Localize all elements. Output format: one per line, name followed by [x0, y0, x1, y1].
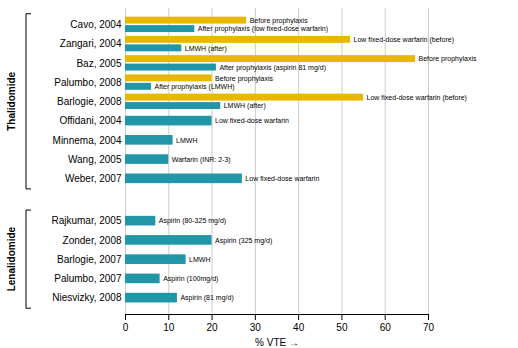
- svg-text:70: 70: [423, 322, 435, 333]
- svg-text:LMWH (after): LMWH (after): [185, 45, 227, 53]
- svg-text:Barlogie, 2008: Barlogie, 2008: [57, 96, 122, 107]
- svg-text:After prophylaxis (LMWH): After prophylaxis (LMWH): [154, 83, 234, 91]
- svg-text:20: 20: [207, 322, 219, 333]
- svg-text:Thalidomide: Thalidomide: [6, 71, 17, 130]
- svg-text:Aspirin (325 mg/d): Aspirin (325 mg/d): [215, 237, 272, 245]
- svg-text:0: 0: [123, 322, 129, 333]
- svg-text:Lenalidomide: Lenalidomide: [6, 226, 17, 291]
- svg-text:Barlogie, 2007: Barlogie, 2007: [57, 254, 122, 265]
- svg-text:Low fixed-dose warfarin (befor: Low fixed-dose warfarin (before): [354, 36, 454, 44]
- svg-text:Cavo, 2004: Cavo, 2004: [70, 19, 122, 30]
- svg-text:Warfarin (INR: 2-3): Warfarin (INR: 2-3): [172, 156, 231, 164]
- svg-text:Aspirin (100mg/d): Aspirin (100mg/d): [163, 275, 218, 283]
- svg-text:40: 40: [293, 322, 305, 333]
- svg-text:Low fixed-dose warfarin (befor: Low fixed-dose warfarin (before): [367, 94, 467, 102]
- svg-text:Zonder, 2008: Zonder, 2008: [63, 235, 122, 246]
- svg-text:Aspirin (80-325 mg/d): Aspirin (80-325 mg/d): [159, 217, 226, 225]
- svg-text:Niesvizky, 2008: Niesvizky, 2008: [52, 292, 122, 303]
- svg-text:LMWH (after): LMWH (after): [224, 102, 266, 110]
- svg-text:Palumbo, 2008: Palumbo, 2008: [54, 77, 122, 88]
- svg-text:30: 30: [250, 322, 262, 333]
- svg-text:Rajkumar, 2005: Rajkumar, 2005: [51, 215, 121, 226]
- svg-text:% VTE →: % VTE →: [255, 337, 299, 348]
- svg-text:Minnema, 2004: Minnema, 2004: [53, 135, 122, 146]
- svg-text:After prophylaxis (aspirin 81: After prophylaxis (aspirin 81 mg/d): [219, 64, 326, 72]
- svg-text:After prophylaxis (low fixed-d: After prophylaxis (low fixed-dose warfar…: [198, 25, 328, 33]
- svg-text:Offidani, 2004: Offidani, 2004: [59, 115, 122, 126]
- svg-text:Low fixed-dose warfarin: Low fixed-dose warfarin: [245, 175, 319, 182]
- svg-text:Aspirin (81 mg/d): Aspirin (81 mg/d): [180, 294, 233, 302]
- svg-text:60: 60: [380, 322, 392, 333]
- svg-text:Before prophylaxis: Before prophylaxis: [215, 75, 273, 83]
- svg-text:Zangari, 2004: Zangari, 2004: [60, 38, 122, 49]
- svg-text:LMWH: LMWH: [189, 256, 210, 263]
- svg-text:Before prophylaxis: Before prophylaxis: [250, 17, 308, 25]
- svg-text:Baz, 2005: Baz, 2005: [76, 58, 121, 69]
- svg-text:Low fixed-dose warfarin: Low fixed-dose warfarin: [215, 117, 289, 124]
- svg-text:Palumbo, 2007: Palumbo, 2007: [54, 273, 122, 284]
- svg-text:Wang, 2005: Wang, 2005: [68, 154, 122, 165]
- svg-text:Before prophylaxis: Before prophylaxis: [419, 55, 477, 63]
- svg-text:LMWH: LMWH: [176, 137, 197, 144]
- svg-text:Weber, 2007: Weber, 2007: [65, 173, 122, 184]
- svg-text:50: 50: [336, 322, 348, 333]
- svg-text:10: 10: [163, 322, 175, 333]
